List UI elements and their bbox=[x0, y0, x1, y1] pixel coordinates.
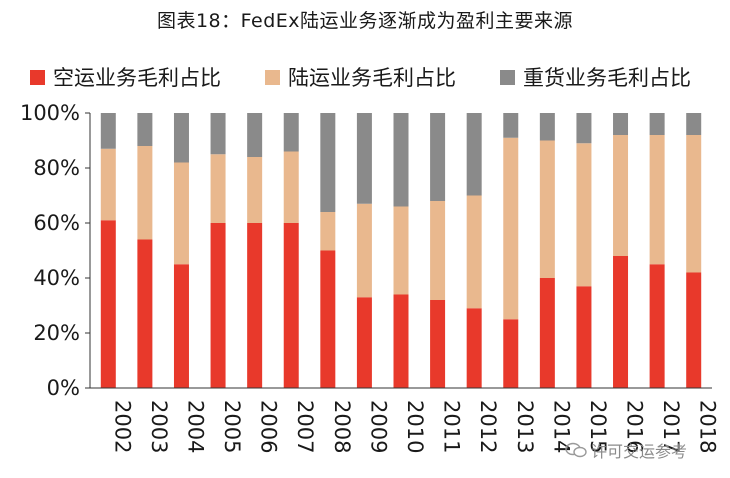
bar-segment-ground bbox=[137, 146, 153, 240]
bar-segment-freight bbox=[320, 113, 336, 212]
bar-segment-air bbox=[100, 220, 116, 388]
bar-segment-freight bbox=[649, 113, 665, 135]
bar-segment-air bbox=[393, 294, 409, 388]
bar-segment-air bbox=[613, 256, 629, 388]
y-tick-label: 40% bbox=[33, 266, 80, 290]
bar-segment-ground bbox=[356, 203, 372, 298]
bar-segment-ground bbox=[320, 212, 336, 251]
watermark-text: 许可交运参考 bbox=[591, 442, 688, 461]
legend: 空运业务毛利占比 陆运业务毛利占比 重货业务毛利占比 bbox=[30, 62, 730, 92]
y-tick-label: 20% bbox=[33, 321, 80, 345]
page-title: 图表18：FedEx陆运业务逐渐成为盈利主要来源 bbox=[156, 10, 574, 32]
bar-segment-air bbox=[356, 297, 372, 388]
bar-segment-ground bbox=[686, 135, 702, 273]
watermark: 许可交运参考 bbox=[565, 438, 687, 462]
x-tick-label: 2017 bbox=[659, 400, 683, 453]
bar-segment-air bbox=[576, 286, 592, 388]
y-tick-label: 100% bbox=[20, 101, 80, 125]
legend-label-freight: 重货业务毛利占比 bbox=[523, 66, 691, 90]
bar-segment-ground bbox=[393, 206, 409, 295]
bar-segment-ground bbox=[539, 140, 555, 278]
bar-segment-freight bbox=[539, 113, 555, 141]
legend-item-ground: 陆运业务毛利占比 bbox=[265, 62, 456, 92]
x-tick-label: 2007 bbox=[293, 400, 317, 453]
bar-segment-freight bbox=[247, 113, 263, 157]
bar-segment-ground bbox=[503, 137, 519, 320]
x-tick-label: 2008 bbox=[330, 400, 354, 453]
bar-segment-freight bbox=[613, 113, 629, 135]
bar-segment-ground bbox=[649, 135, 665, 265]
y-tick-label: 60% bbox=[33, 211, 80, 235]
bar-segment-ground bbox=[613, 135, 629, 256]
bar-segment-freight bbox=[137, 113, 153, 146]
bar-segment-air bbox=[137, 239, 153, 388]
bar-segment-ground bbox=[466, 195, 482, 309]
x-tick-label: 2016 bbox=[623, 400, 647, 453]
x-tick-label: 2004 bbox=[183, 400, 207, 453]
y-tick-label: 0% bbox=[47, 376, 80, 400]
bar-segment-freight bbox=[100, 113, 116, 149]
y-tick-label: 80% bbox=[33, 156, 80, 180]
bar-segment-air bbox=[503, 319, 519, 388]
bar-segment-air bbox=[247, 223, 263, 388]
bar-segment-air bbox=[173, 264, 189, 388]
legend-swatch-ground bbox=[265, 69, 280, 85]
bar-segment-ground bbox=[576, 143, 592, 287]
legend-item-air: 空运业务毛利占比 bbox=[30, 62, 221, 92]
bar-segment-air bbox=[466, 308, 482, 388]
x-tick-label: 2009 bbox=[366, 400, 390, 453]
x-tick-label: 2002 bbox=[110, 400, 134, 453]
x-tick-label: 2018 bbox=[696, 400, 720, 453]
bar-segment-freight bbox=[686, 113, 702, 135]
x-tick-label: 2003 bbox=[147, 400, 171, 453]
bar-segment-ground bbox=[283, 151, 299, 223]
bar-segment-air bbox=[686, 272, 702, 388]
bar-segment-air bbox=[283, 223, 299, 388]
x-tick-label: 2011 bbox=[440, 400, 464, 453]
bar-segment-freight bbox=[430, 113, 446, 201]
bar-segment-air bbox=[649, 264, 665, 388]
bar-segment-freight bbox=[356, 113, 372, 204]
x-tick-label: 2012 bbox=[476, 400, 500, 453]
bar-segment-ground bbox=[247, 157, 263, 223]
bar-segment-ground bbox=[210, 154, 226, 223]
bar-segment-freight bbox=[173, 113, 189, 163]
bar-segment-freight bbox=[210, 113, 226, 155]
legend-label-air: 空运业务毛利占比 bbox=[53, 66, 221, 90]
wechat-icon bbox=[565, 442, 587, 458]
bar-segment-freight bbox=[283, 113, 299, 152]
bar-segment-freight bbox=[393, 113, 409, 207]
x-tick-label: 2005 bbox=[220, 400, 244, 453]
legend-swatch-freight bbox=[500, 69, 515, 85]
bar-segment-air bbox=[210, 223, 226, 388]
x-tick-label: 2015 bbox=[586, 400, 610, 453]
bar-segment-air bbox=[320, 250, 336, 388]
x-tick-label: 2010 bbox=[403, 400, 427, 453]
bar-segment-freight bbox=[466, 113, 482, 196]
x-tick-label: 2006 bbox=[257, 400, 281, 453]
x-tick-label: 2013 bbox=[513, 400, 537, 453]
legend-item-freight: 重货业务毛利占比 bbox=[500, 62, 691, 92]
bar-segment-freight bbox=[576, 113, 592, 144]
bar-segment-air bbox=[539, 278, 555, 388]
bar-segment-ground bbox=[430, 201, 446, 300]
legend-label-ground: 陆运业务毛利占比 bbox=[288, 66, 456, 90]
legend-swatch-air bbox=[30, 69, 45, 85]
bar-segment-ground bbox=[173, 162, 189, 265]
bar-segment-ground bbox=[100, 148, 116, 221]
bar-segment-freight bbox=[503, 113, 519, 138]
bar-segment-air bbox=[430, 300, 446, 388]
